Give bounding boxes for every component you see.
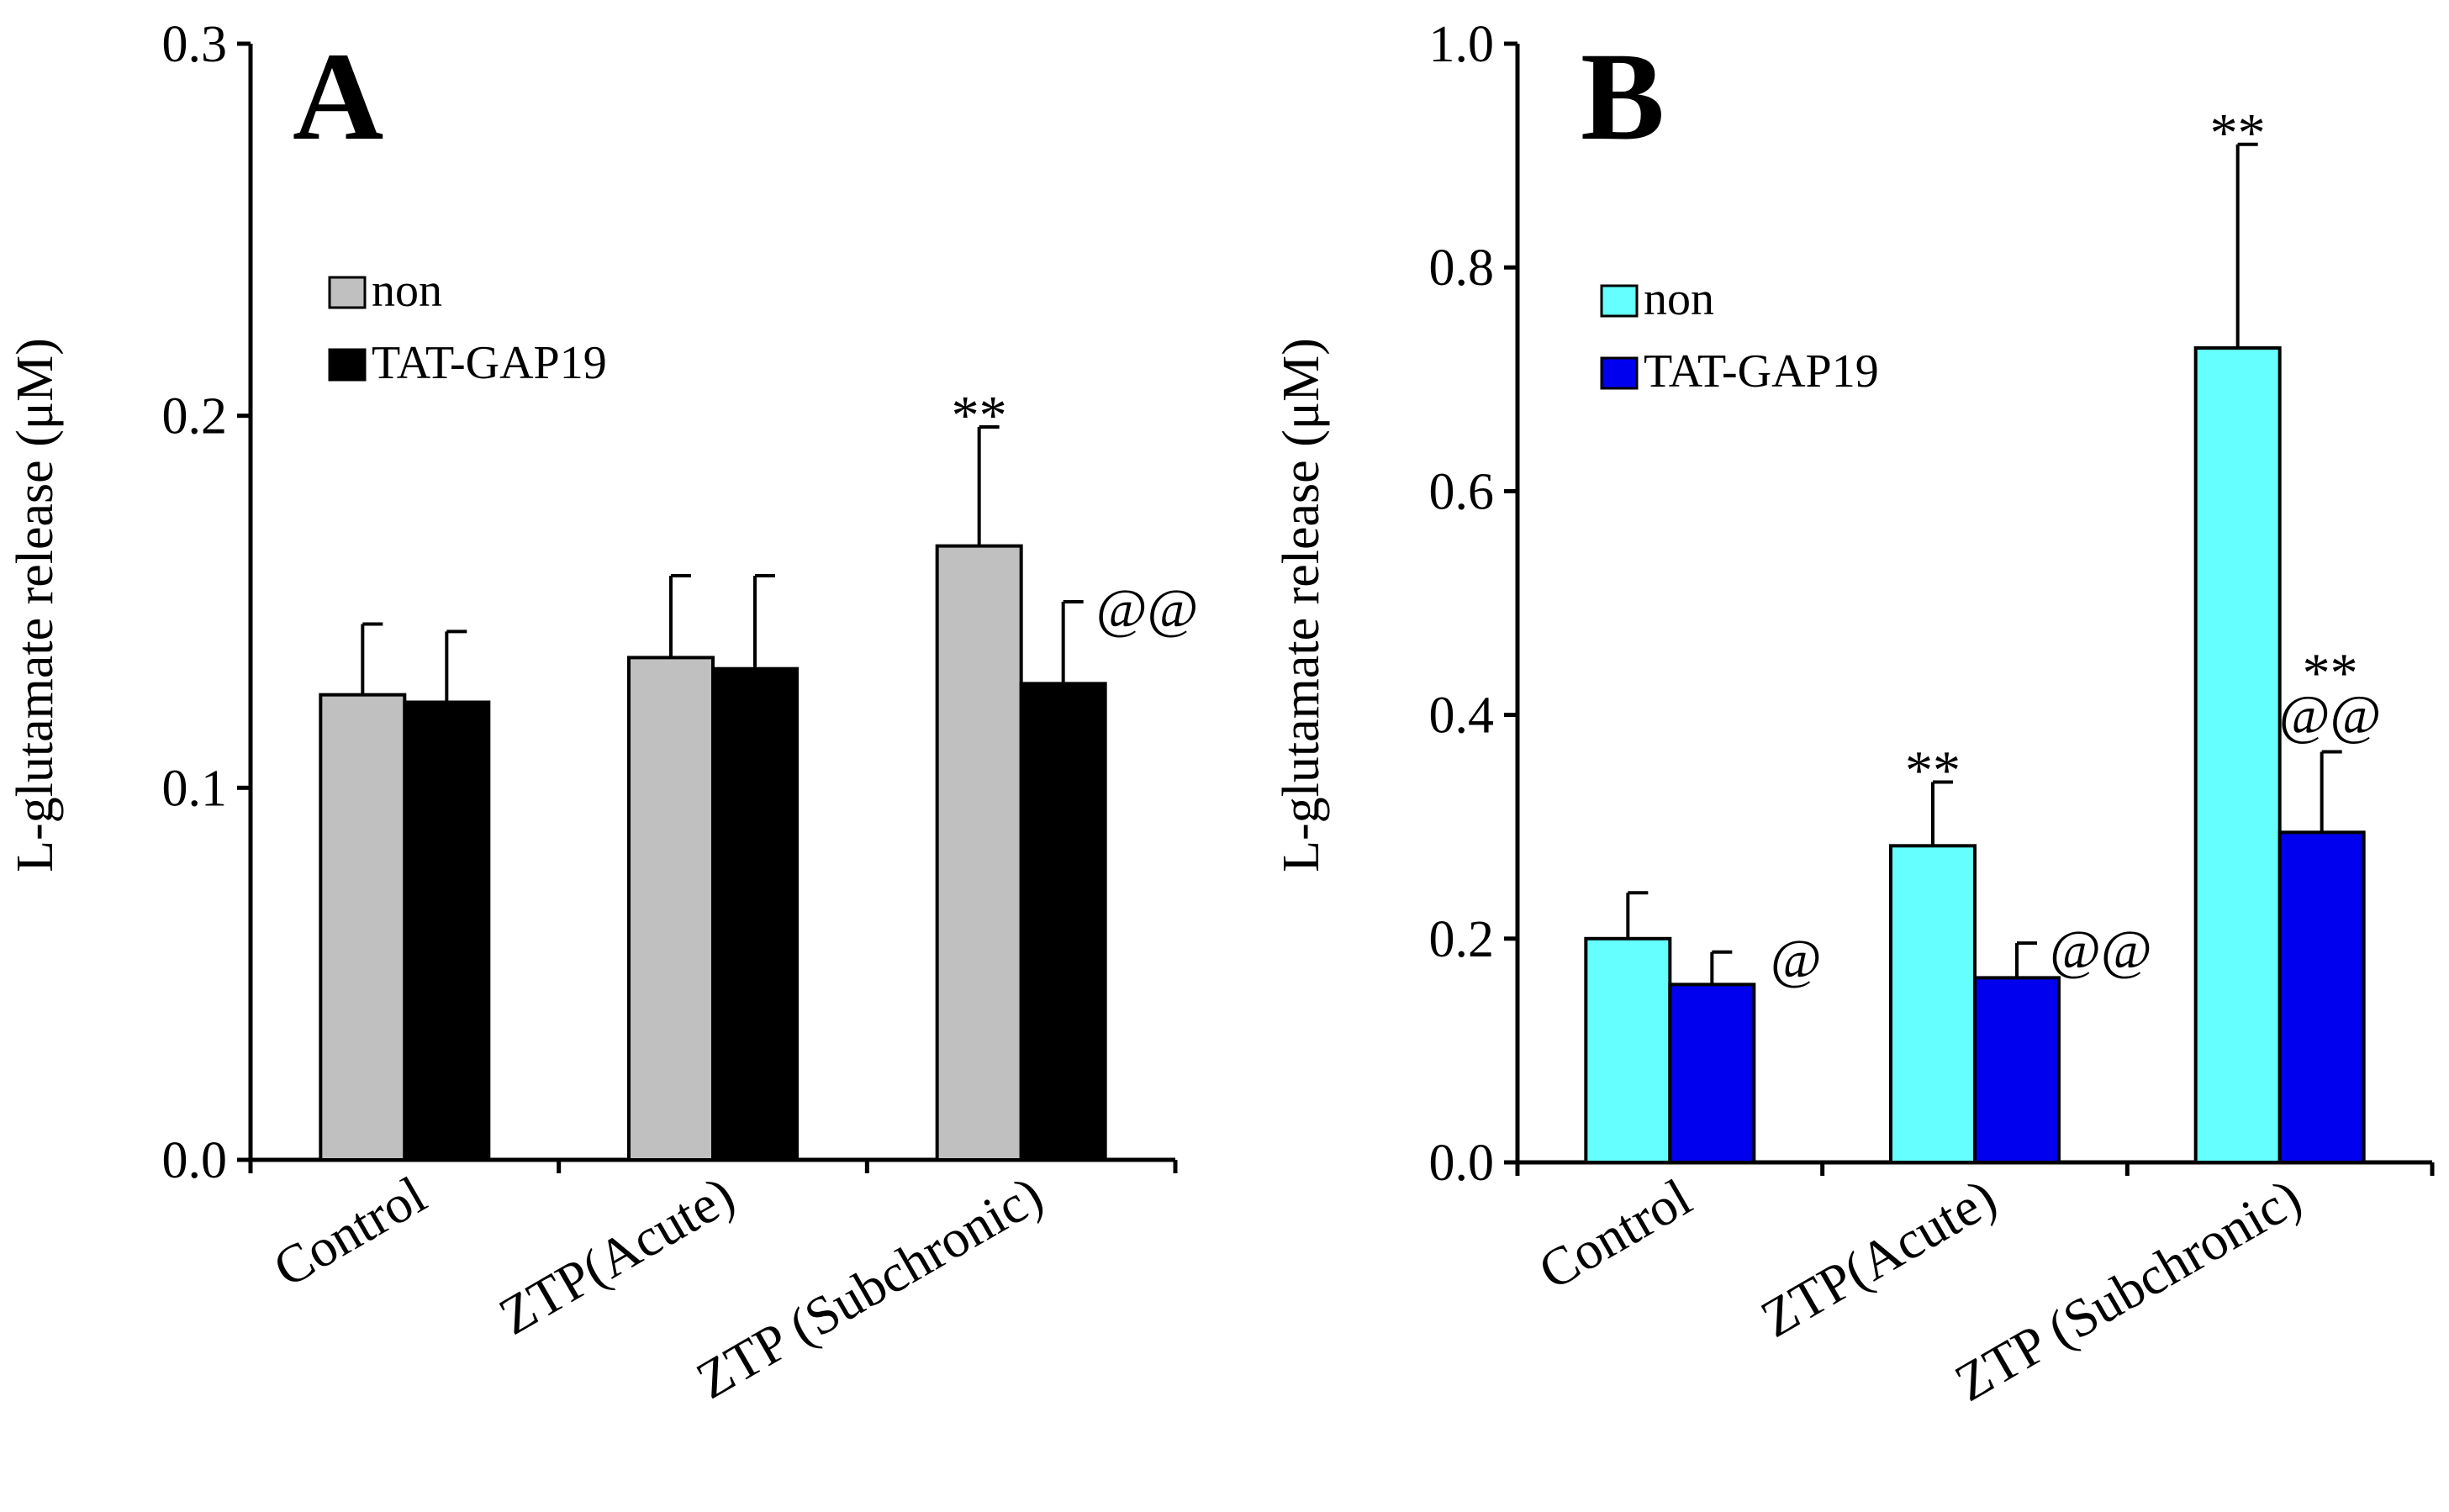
legend-swatch [328, 276, 367, 309]
bar-non [1584, 936, 1672, 1165]
category-label: ZTP (Subchronic) [1945, 1167, 2310, 1413]
legend-label: non [372, 265, 442, 317]
significance-marker: ** [1905, 740, 1961, 801]
bar-non [935, 544, 1023, 1162]
significance-marker: ** [952, 385, 1007, 446]
category-label: ZTP (Subchronic) [686, 1165, 1052, 1410]
y-tick-label: 0.2 [1429, 911, 1495, 968]
bar-non [1889, 844, 1977, 1165]
significance-marker: @@ [1096, 578, 1199, 640]
y-tick-label: 0.0 [1429, 1135, 1495, 1192]
significance-marker: ** [2210, 103, 2266, 164]
category-label: ZTP(Acute) [1751, 1167, 2006, 1349]
y-tick-label: 0.2 [162, 388, 228, 445]
panel-b-chart: 0.0 0.2 0.4 0.6 0.8 1.0 L-glutamate release (μ… [1273, 16, 2435, 1413]
significance-marker: @@ [2050, 919, 2152, 981]
bar-tat-gap19 [1019, 682, 1107, 1162]
y-axis-title: L-glutamate release (μM) [1273, 338, 1330, 872]
bar-tat-gap19 [1973, 976, 2061, 1165]
category-label: ZTP(Acute) [489, 1165, 744, 1346]
legend-label: non [1644, 273, 1714, 325]
legend-swatch [1600, 356, 1639, 390]
bar-tat-gap19 [711, 666, 799, 1162]
bar-tat-gap19 [2277, 830, 2366, 1164]
bar-tat-gap19 [1668, 983, 1756, 1164]
category-label: Control [1528, 1167, 1701, 1301]
y-tick-label: 0.1 [162, 760, 228, 817]
y-tick-label: 0.8 [1429, 240, 1495, 297]
y-tick-label: 0.3 [162, 16, 228, 73]
significance-marker: @@ [2279, 685, 2382, 746]
y-tick-label: 0.4 [1429, 688, 1495, 745]
legend-label: TAT-GAP19 [1644, 345, 1879, 398]
y-axis-title: L-glutamate release (μM) [7, 338, 64, 872]
bar-tat-gap19 [403, 700, 491, 1162]
bar-non [2193, 346, 2282, 1165]
legend-label: TAT-GAP19 [372, 337, 607, 389]
significance-marker: @ [1771, 929, 1822, 990]
y-tick-label: 0.0 [162, 1132, 228, 1189]
significance-marker: ** [2303, 643, 2358, 704]
category-label: Control [263, 1165, 435, 1299]
legend-swatch [1600, 284, 1639, 318]
y-tick-label: 1.0 [1429, 16, 1495, 73]
panel-letter: B [1581, 27, 1665, 166]
panel-a-chart: 0.0 0.1 0.2 0.3 L-glutamate release (μM) A Con… [7, 16, 1198, 1410]
y-tick-label: 0.6 [1429, 463, 1495, 520]
panel-letter: A [293, 27, 383, 166]
legend-swatch [328, 348, 367, 382]
bar-non [319, 693, 407, 1162]
bar-non [627, 656, 715, 1162]
